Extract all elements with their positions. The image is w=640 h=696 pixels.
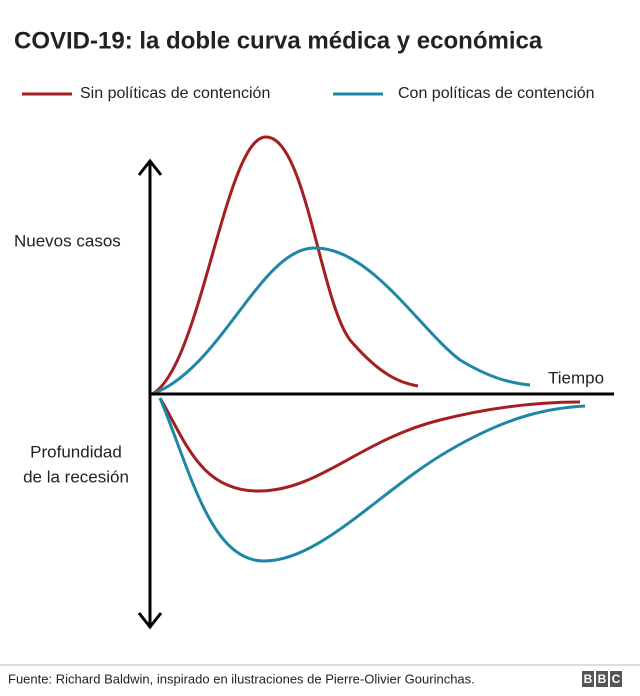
legend-label: Con políticas de contención	[398, 85, 595, 102]
title: COVID-19: la doble curva médica y económ…	[14, 27, 543, 54]
logo-letter: B	[598, 672, 607, 686]
x-label: Tiempo	[548, 368, 604, 387]
cases-curve	[151, 246, 531, 396]
source: Fuente: Richard Baldwin, inspirado en il…	[8, 671, 475, 686]
logo: B B C	[582, 671, 622, 687]
recession-curve	[158, 397, 581, 493]
logo-letter: C	[612, 672, 621, 686]
axes	[137, 158, 614, 630]
lower-label: Profundidad	[30, 442, 122, 461]
lower-label: de la recesión	[23, 467, 129, 486]
cases-curve	[151, 135, 419, 396]
recession-curve	[158, 397, 586, 563]
legend-label: Sin políticas de contención	[80, 85, 270, 102]
upper-label: Nuevos casos	[14, 231, 121, 250]
logo-letter: B	[584, 672, 593, 686]
